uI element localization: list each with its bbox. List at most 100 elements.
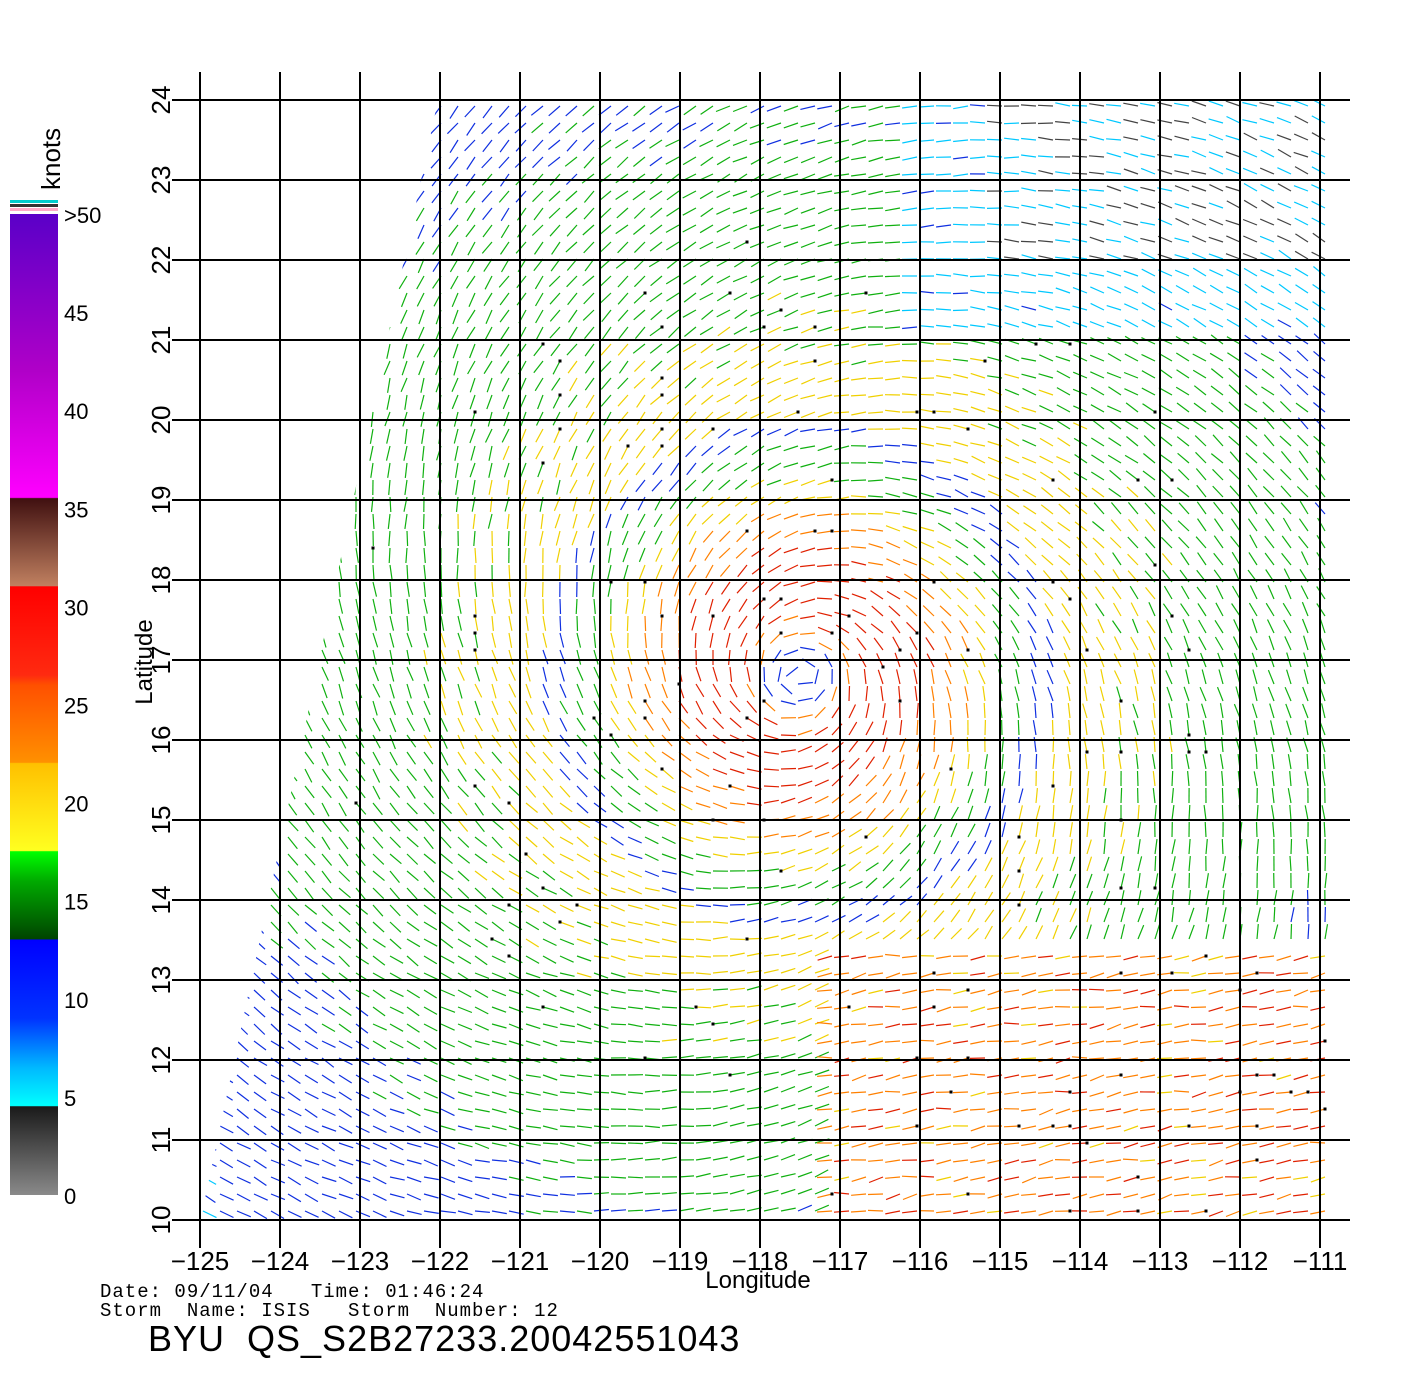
rain-flag-marker bbox=[1170, 478, 1174, 482]
wind-vector bbox=[885, 1193, 901, 1201]
wind-vector bbox=[542, 1074, 558, 1081]
wind-vector bbox=[253, 1176, 267, 1186]
wind-vector bbox=[338, 768, 349, 782]
wind-vector bbox=[1004, 238, 1020, 243]
wind-vector bbox=[661, 683, 668, 699]
wind-vector bbox=[501, 428, 510, 443]
wind-vector bbox=[712, 1003, 728, 1008]
wind-vector bbox=[1225, 151, 1241, 158]
rain-flag-marker bbox=[643, 580, 647, 584]
wind-vector bbox=[800, 646, 816, 651]
wind-vector bbox=[1130, 602, 1139, 617]
wind-vector bbox=[1145, 587, 1156, 600]
wind-vector bbox=[750, 105, 765, 114]
wind-vector bbox=[1003, 1022, 1020, 1025]
wind-vector bbox=[389, 1210, 405, 1217]
wind-vector bbox=[936, 1176, 952, 1182]
wind-vector bbox=[1088, 988, 1105, 991]
wind-vector bbox=[525, 921, 540, 931]
wind-vector bbox=[750, 190, 765, 199]
wind-vector bbox=[287, 530, 291, 546]
wind-vector bbox=[253, 836, 262, 851]
wind-vector bbox=[304, 1142, 319, 1151]
wind-vector bbox=[902, 190, 918, 195]
wind-vector bbox=[321, 955, 335, 965]
wind-vector bbox=[1107, 405, 1122, 413]
wind-vector bbox=[491, 887, 504, 899]
wind-vector bbox=[644, 870, 660, 878]
wind-vector bbox=[936, 392, 952, 396]
wind-vector bbox=[565, 122, 578, 134]
wind-vector bbox=[549, 309, 561, 322]
wind-vector bbox=[1120, 907, 1126, 923]
wind-vector bbox=[1259, 167, 1275, 175]
wind-vector bbox=[953, 424, 969, 430]
wind-vector bbox=[1038, 373, 1054, 379]
wind-vector bbox=[366, 309, 374, 324]
wind-vector bbox=[338, 1125, 353, 1134]
wind-vector bbox=[202, 717, 208, 733]
wind-vector bbox=[1243, 199, 1258, 209]
wind-vector bbox=[1142, 403, 1156, 413]
wind-vector bbox=[620, 445, 629, 460]
wind-vector bbox=[485, 309, 493, 325]
wind-vector bbox=[916, 876, 928, 889]
wind-vector bbox=[967, 840, 977, 855]
wind-vector bbox=[1271, 754, 1275, 770]
wind-vector bbox=[868, 1159, 884, 1162]
wind-vector bbox=[817, 428, 833, 432]
wind-vector bbox=[1004, 256, 1020, 260]
wind-vector bbox=[868, 1108, 884, 1112]
wind-vector bbox=[474, 938, 488, 948]
wind-vector bbox=[525, 955, 540, 964]
rain-flag-marker bbox=[1017, 1124, 1021, 1128]
wind-vector bbox=[661, 802, 676, 812]
wind-vector bbox=[304, 1176, 319, 1185]
wind-vector bbox=[1215, 585, 1224, 600]
wind-vector bbox=[712, 1089, 728, 1093]
wind-vector bbox=[338, 870, 351, 882]
wind-vector bbox=[525, 887, 539, 898]
wind-vector bbox=[525, 1006, 541, 1011]
wind-vector bbox=[440, 1006, 456, 1013]
wind-vector bbox=[593, 649, 599, 665]
wind-vector bbox=[601, 309, 612, 323]
wind-vector bbox=[941, 620, 952, 634]
wind-vector bbox=[1276, 989, 1292, 993]
wind-vector bbox=[1171, 839, 1176, 855]
wind-vector bbox=[576, 853, 591, 863]
wind-vector bbox=[1214, 636, 1224, 651]
wind-vector bbox=[525, 836, 538, 848]
wind-vector bbox=[355, 530, 358, 546]
wind-vector bbox=[200, 343, 204, 359]
wind-vector bbox=[423, 649, 428, 665]
wind-vector bbox=[729, 918, 745, 923]
wind-vector bbox=[214, 139, 221, 155]
wind-vector bbox=[338, 1108, 352, 1118]
wind-vector bbox=[732, 207, 748, 214]
wind-vector bbox=[219, 955, 232, 966]
wind-vector bbox=[695, 751, 710, 760]
wind-vector bbox=[641, 598, 646, 614]
wind-vector bbox=[523, 547, 527, 563]
wind-vector bbox=[814, 1018, 830, 1025]
rain-flag-marker bbox=[660, 767, 664, 771]
wind-vector bbox=[1225, 1108, 1241, 1114]
wind-vector bbox=[372, 751, 381, 766]
wind-vector bbox=[457, 768, 467, 782]
wind-vector bbox=[1293, 1040, 1309, 1045]
wind-vector bbox=[1197, 552, 1207, 566]
wind-vector bbox=[1210, 368, 1224, 379]
wind-vector bbox=[627, 683, 633, 699]
wind-vector bbox=[712, 1072, 728, 1076]
wind-vector bbox=[1091, 487, 1105, 498]
wind-vector bbox=[417, 224, 425, 239]
wind-vector bbox=[1035, 839, 1041, 855]
wind-vector bbox=[491, 700, 499, 716]
wind-vector bbox=[978, 670, 986, 685]
wind-vector bbox=[865, 931, 880, 940]
wind-vector bbox=[1021, 1091, 1037, 1095]
wind-vector bbox=[1089, 171, 1105, 175]
wind-vector bbox=[1082, 703, 1088, 719]
wind-vector bbox=[537, 462, 544, 478]
